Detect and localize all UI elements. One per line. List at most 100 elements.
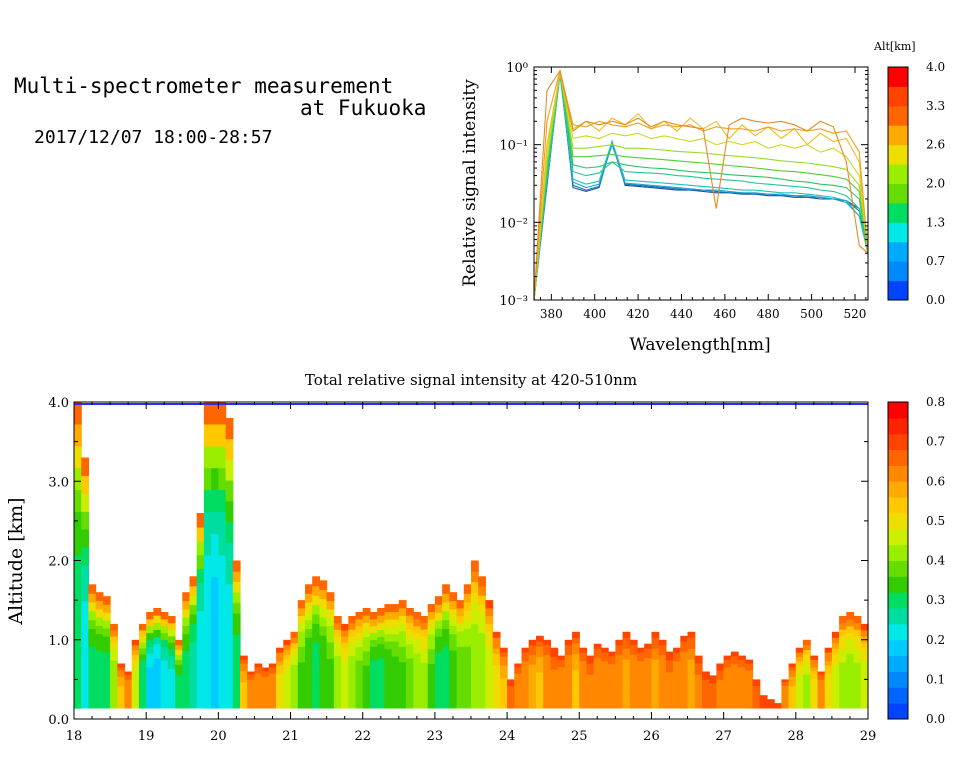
- heatmap-cell: [846, 660, 855, 668]
- heatmap-cell: [369, 673, 378, 682]
- heatmap-cell: [572, 691, 580, 698]
- heatmap-cell: [543, 644, 551, 651]
- heatmap-cell: [218, 489, 227, 512]
- heatmap-cell: [449, 600, 458, 610]
- heatmap-cell: [413, 701, 422, 709]
- heatmap-cell: [579, 669, 588, 675]
- heatmap-cell: [810, 678, 819, 683]
- heatmap-cell: [608, 675, 616, 681]
- heatmap-cell: [730, 679, 739, 685]
- heatmap-cell: [124, 674, 133, 678]
- heatmap-cell: [586, 704, 595, 709]
- heatmap-cell: [74, 576, 82, 600]
- spectrum-y-tick-label: 10⁻²: [499, 216, 528, 231]
- heatmap-cell: [160, 673, 169, 682]
- heatmap-cell: [622, 702, 631, 709]
- altitude-colorbar-label: 1.3: [926, 215, 945, 229]
- heatmap-cell: [629, 664, 638, 670]
- heatmap-cell: [543, 639, 551, 646]
- heatmap-cell: [211, 445, 219, 469]
- heatmap-cell: [499, 669, 508, 675]
- heatmap-cell: [781, 701, 790, 705]
- heatmap-cell: [218, 533, 227, 556]
- heatmap-cell: [766, 704, 775, 706]
- heatmap-cell: [564, 659, 573, 665]
- altitude-colorbar-title: Alt[km]: [873, 40, 916, 53]
- heatmap-cell: [247, 705, 255, 709]
- intensity-colorbar-label: 0.5: [926, 514, 945, 528]
- heatmap-cell: [398, 607, 407, 617]
- heatmap-cell: [745, 669, 754, 674]
- heatmap-cell: [572, 631, 580, 638]
- heatmap-cell: [312, 604, 320, 615]
- heatmap-cell: [600, 686, 609, 692]
- measurement-datetime: 2017/12/07 18:00-28:57: [34, 127, 273, 148]
- heatmap-cell: [528, 678, 537, 685]
- heatmap-cell: [117, 704, 126, 709]
- heatmap-cell: [579, 660, 588, 666]
- heatmap-cell: [160, 639, 169, 647]
- heatmap-cell: [781, 705, 790, 709]
- heatmap-cell: [319, 625, 328, 636]
- heatmap-cell: [738, 689, 746, 694]
- spectrum-x-tick-label: 440: [670, 307, 693, 321]
- heatmap-cell: [680, 661, 689, 668]
- heatmap-cell: [406, 636, 414, 645]
- heatmap-cell: [333, 675, 342, 683]
- heatmap-cell: [766, 701, 775, 703]
- heatmap-cell: [369, 680, 378, 688]
- heatmap-cell: [702, 671, 710, 675]
- heatmap-cell: [831, 664, 840, 671]
- heatmap-cell: [456, 661, 465, 670]
- heatmap-cell: [709, 698, 717, 702]
- heatmap-cell: [471, 686, 479, 698]
- intensity-colorbar-cell: [888, 512, 908, 530]
- heatmap-cell: [579, 673, 588, 679]
- heatmap-cell: [305, 690, 313, 700]
- heatmap-cell: [608, 683, 616, 689]
- heatmap-cell: [521, 695, 530, 700]
- heatmap-cell: [521, 703, 530, 709]
- heatmap-cell: [803, 703, 811, 709]
- heatmap-cell: [297, 615, 306, 624]
- heatmap-cell: [369, 666, 378, 675]
- heatmap-cell: [312, 595, 320, 606]
- heatmap-cell: [254, 698, 263, 703]
- heatmap-cell: [593, 689, 602, 695]
- heatmap-cell: [507, 705, 515, 709]
- heatmap-cell: [471, 697, 479, 709]
- intensity-colorbar-cell: [888, 433, 908, 451]
- heatmap-cell: [153, 700, 162, 709]
- heatmap-cell: [182, 650, 191, 659]
- heatmap-cell: [240, 659, 248, 664]
- heatmap-cell: [543, 693, 551, 699]
- heatmap-cell: [74, 620, 82, 643]
- spectrum-series-line: [533, 72, 869, 301]
- heatmap-cell: [326, 641, 335, 651]
- heatmap-cell: [175, 678, 183, 685]
- heatmap-cell: [521, 647, 530, 653]
- heatmap-cell: [839, 629, 847, 637]
- heatmap-cell: [572, 675, 580, 682]
- heatmap-cell: [795, 656, 804, 662]
- heatmap-cell: [211, 555, 219, 578]
- heatmap-cell: [276, 647, 284, 653]
- heatmap-cell: [514, 698, 523, 703]
- heatmap-cell: [860, 695, 869, 703]
- heatmap-cell: [225, 459, 234, 481]
- heatmap-cell: [203, 533, 212, 556]
- heatmap-cell: [593, 671, 602, 677]
- heatmap-cell: [615, 664, 624, 670]
- heatmap-cell: [196, 513, 205, 528]
- heatmap-cell: [499, 682, 508, 687]
- heatmap-cell: [290, 702, 299, 709]
- heatmap-cell: [434, 620, 443, 629]
- heatmap-cell: [218, 598, 227, 622]
- heatmap-cell: [752, 695, 761, 699]
- heatmap-cell: [319, 580, 328, 590]
- heatmap-cell: [810, 704, 819, 709]
- heatmap-cell: [528, 693, 537, 699]
- heatmap-cell: [355, 632, 364, 640]
- heatmap-cell: [391, 626, 400, 635]
- heatmap-cell: [276, 656, 284, 662]
